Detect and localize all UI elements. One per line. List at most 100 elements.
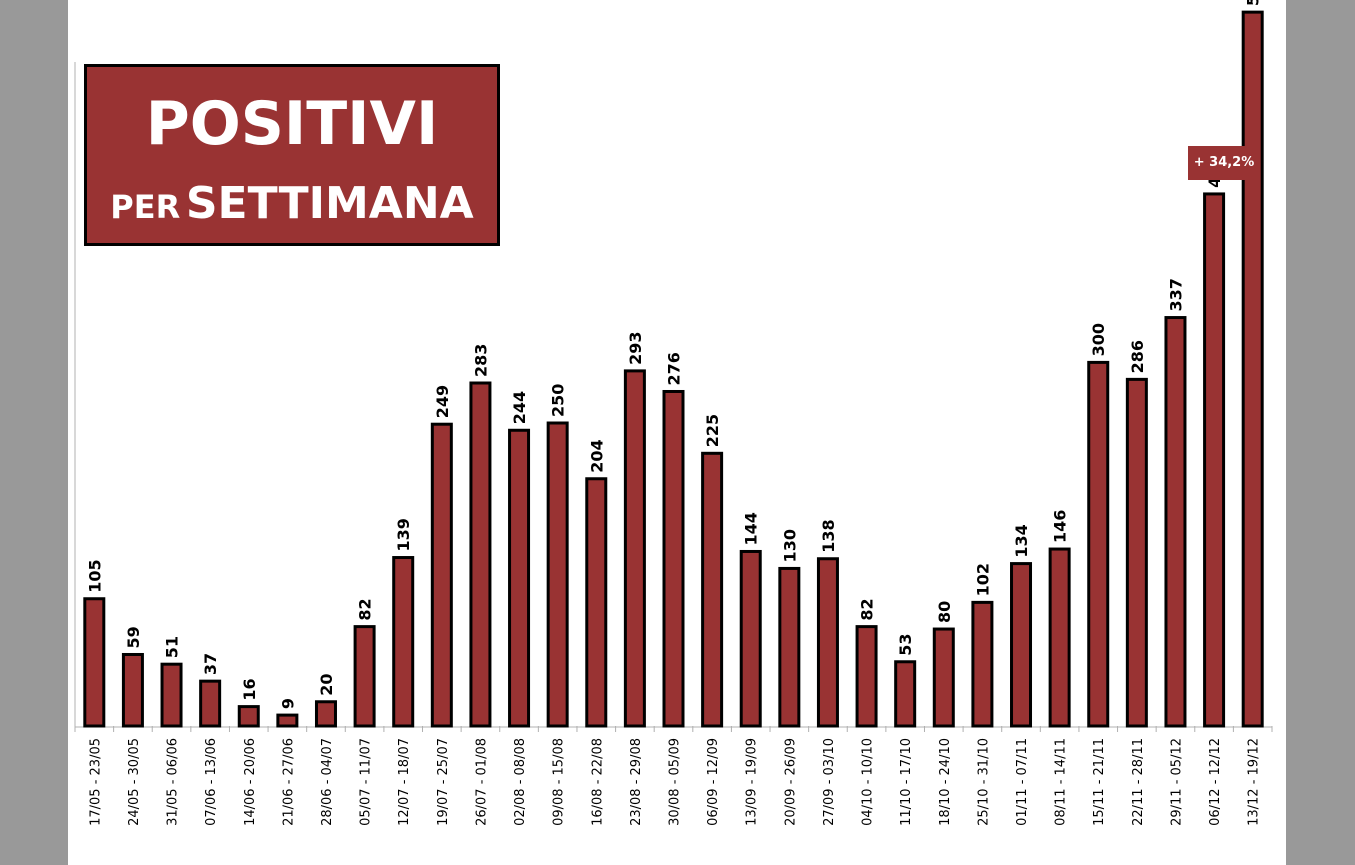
bar — [508, 428, 531, 728]
x-tick-label: 31/05 - 06/06 — [166, 738, 181, 826]
x-tick-label: 05/07 - 11/07 — [359, 738, 374, 826]
x-tick-label: 22/11 - 28/11 — [1131, 738, 1146, 826]
change-badge: + 34,2% — [1188, 146, 1260, 180]
bar — [430, 422, 453, 728]
x-tick-label: 25/10 - 31/10 — [976, 738, 991, 826]
chart-title-box: POSITIVI PER SETTIMANA — [84, 64, 500, 246]
bar — [778, 566, 801, 728]
data-label: 144 — [742, 512, 761, 545]
bar — [276, 713, 299, 728]
data-label: 286 — [1128, 340, 1147, 373]
bar — [199, 679, 222, 728]
data-label: 249 — [433, 385, 452, 418]
x-tick-label: 12/07 - 18/07 — [397, 738, 412, 826]
data-label: 300 — [1089, 323, 1108, 356]
x-tick-label: 07/06 - 13/06 — [204, 738, 219, 826]
bar — [469, 381, 492, 728]
data-label: 130 — [780, 529, 799, 562]
bar — [121, 652, 144, 728]
bar — [894, 660, 917, 728]
ticks-group — [74, 726, 1273, 732]
bar — [1241, 10, 1264, 728]
x-tick-label: 24/05 - 30/05 — [127, 738, 142, 826]
data-label: 276 — [665, 352, 684, 385]
x-tick-label: 21/06 - 27/06 — [281, 738, 296, 826]
x-tick-label: 04/10 - 10/10 — [861, 738, 876, 826]
x-tick-labels-group: 17/05 - 23/05 24/05 - 30/05 31/05 - 06/06 0… — [88, 738, 1261, 826]
x-tick-label: 30/08 - 05/09 — [668, 738, 683, 826]
bar — [392, 556, 415, 728]
data-label: 244 — [510, 391, 529, 424]
chart-title-sub: PER SETTIMANA — [87, 179, 497, 238]
bar — [932, 627, 955, 728]
data-label: 138 — [819, 519, 838, 552]
bar — [585, 477, 608, 728]
bars-group — [83, 10, 1264, 728]
bar — [353, 625, 376, 728]
x-tick-label: 06/12 - 12/12 — [1208, 738, 1223, 826]
x-tick-label: 23/08 - 29/08 — [629, 738, 644, 826]
bar — [237, 705, 260, 728]
x-tick-label: 20/09 - 26/09 — [783, 738, 798, 826]
data-label: 250 — [549, 384, 568, 417]
data-label: 204 — [587, 439, 606, 472]
bar — [83, 597, 106, 728]
bar — [971, 600, 994, 728]
data-label: 37 — [201, 653, 220, 675]
x-tick-label: 18/10 - 24/10 — [938, 738, 953, 826]
bar — [314, 700, 337, 728]
data-labels-group: 105 59 51 37 16 9 20 82 139 249 283 244 250 204 293 276… — [85, 0, 1262, 709]
data-label: 53 — [896, 633, 915, 655]
data-label: 146 — [1051, 510, 1070, 543]
bar — [855, 625, 878, 728]
x-tick-label: 29/11 - 05/12 — [1169, 738, 1184, 826]
data-label: 105 — [85, 559, 104, 592]
data-label: 59 — [124, 626, 143, 648]
x-tick-label: 13/09 - 19/09 — [745, 738, 760, 826]
data-label: 20 — [317, 673, 336, 695]
x-tick-label: 16/08 - 22/08 — [590, 738, 605, 826]
x-tick-label: 27/09 - 03/10 — [822, 738, 837, 826]
data-label: 102 — [973, 563, 992, 596]
x-tick-label: 26/07 - 01/08 — [474, 738, 489, 826]
bar — [1203, 192, 1226, 728]
x-tick-label: 15/11 - 21/11 — [1092, 738, 1107, 826]
data-label: 9 — [278, 698, 297, 709]
data-label: 51 — [163, 636, 182, 658]
data-label: 80 — [935, 601, 954, 623]
bar — [1125, 377, 1148, 728]
x-tick-label: 08/11 - 14/11 — [1054, 738, 1069, 826]
x-tick-label: 09/08 - 15/08 — [552, 738, 567, 826]
x-tick-label: 11/10 - 17/10 — [899, 738, 914, 826]
x-tick-label: 19/07 - 25/07 — [436, 738, 451, 826]
data-label: 225 — [703, 414, 722, 447]
x-tick-label: 06/09 - 12/09 — [706, 738, 721, 826]
bar — [662, 389, 685, 728]
data-label: 16 — [240, 678, 259, 700]
x-tick-label: 14/06 - 20/06 — [243, 738, 258, 826]
data-label: 293 — [626, 331, 645, 364]
bar — [1087, 360, 1110, 728]
data-label: 82 — [356, 598, 375, 620]
bar — [1164, 316, 1187, 728]
bar — [160, 662, 183, 728]
bar — [623, 369, 646, 728]
data-label: 589 — [1244, 0, 1263, 6]
chart-title-sub-small: PER — [110, 188, 181, 226]
chart-title-sub-big: SETTIMANA — [185, 178, 474, 229]
x-tick-label: 01/11 - 07/11 — [1015, 738, 1030, 826]
chart-title-main: POSITIVI — [145, 89, 439, 159]
x-tick-label: 02/08 - 08/08 — [513, 738, 528, 826]
data-label: 134 — [1012, 524, 1031, 557]
x-tick-label: 13/12 - 19/12 — [1247, 738, 1262, 826]
bar — [739, 549, 762, 728]
data-label: 82 — [858, 598, 877, 620]
bar — [701, 451, 724, 728]
bar — [1010, 562, 1033, 728]
data-label: 283 — [471, 344, 490, 377]
x-tick-label: 28/06 - 04/07 — [320, 738, 335, 826]
x-tick-label: 17/05 - 23/05 — [88, 738, 103, 826]
data-label: 337 — [1166, 278, 1185, 311]
bar — [546, 421, 569, 728]
